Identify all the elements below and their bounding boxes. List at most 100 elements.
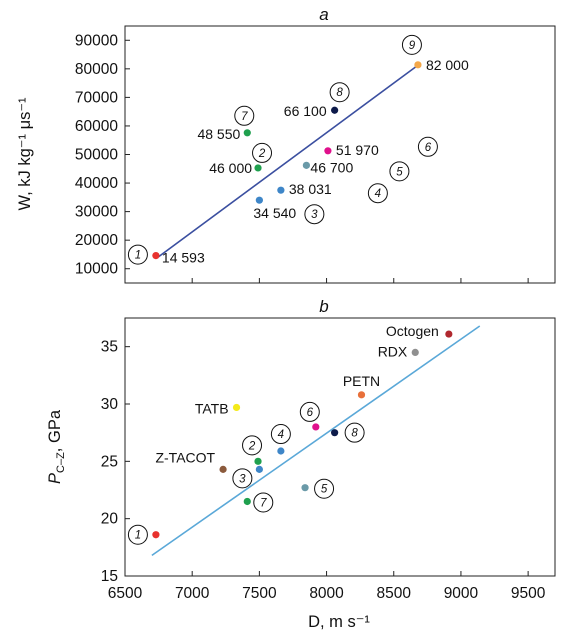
panel-a-point-number-ring (417, 136, 438, 157)
panel-b-point (312, 423, 320, 431)
panel-a-point (324, 147, 332, 155)
panel-b-point (255, 465, 263, 473)
panel-b-point-number: 5 (321, 484, 328, 496)
panel-b-point (331, 429, 339, 437)
panel-a-y-tick-label: 10000 (75, 261, 118, 278)
panel-b-point-number-ring (127, 524, 148, 545)
panel-a-point-number: 4 (375, 188, 381, 200)
panel-b-y-ticks: 15 20 25 30 35 (101, 339, 130, 585)
panel-b-fit-line-path (151, 325, 481, 557)
panel-a-point (243, 129, 251, 137)
panel-b-title: b (319, 297, 328, 316)
panel-a-point-number-ring (234, 105, 255, 126)
panel-b-x-axis-label: D, m s⁻¹ (308, 613, 370, 631)
panel-a-point-number: 9 (409, 40, 416, 52)
panel-a-y-tick-label: 20000 (75, 232, 118, 249)
panel-b-point-number-ring (232, 468, 253, 489)
panel-b-point-number-ring (314, 478, 335, 499)
panel-a-point (255, 196, 263, 204)
panel-a-title: a (319, 5, 328, 24)
panel-a-y-tick-label: 60000 (75, 118, 118, 135)
panel-b-named-point-label: Octogen (386, 323, 439, 339)
panel-b-named-point-label: PETN (343, 373, 380, 389)
panel-a-y-tick-label: 50000 (75, 147, 118, 164)
panel-a-point-number: 5 (396, 166, 403, 178)
panel-b-point-number: 8 (351, 428, 358, 440)
panel-b-point (254, 457, 262, 465)
panel-b-x-tick-label: 9000 (444, 585, 479, 602)
panel-b-point-number: 6 (307, 407, 314, 419)
panel-a-point-label: 46 000 (209, 160, 252, 176)
panel-a-point-number-ring (329, 82, 350, 103)
panel-b-point-number: 7 (260, 497, 267, 509)
panel-b-points: 1 2 3 4 5 6 7 8 TATB Z-TACOT PETN RDX Octogen (127, 323, 453, 545)
panel-a-point-number: 7 (241, 111, 248, 123)
panel-a-y-tick-label: 90000 (75, 32, 118, 49)
panel-a-point-label: 66 100 (284, 103, 327, 119)
panel-b-y-tick-label: 15 (101, 568, 118, 585)
panel-b-x-tick-label: 8000 (309, 585, 344, 602)
panel-a-point-number-ring (127, 244, 148, 265)
panel-b-y-axis-label-main: P (46, 473, 64, 484)
panel-a-x-ticks (124, 278, 529, 283)
panel-b-y-axis-label-sub: C–Z (55, 452, 67, 473)
panel-a-point-number-ring (401, 34, 422, 55)
panel-a-point (414, 61, 422, 69)
panel-b-named-point (445, 330, 453, 338)
panel-a-point (302, 161, 311, 169)
panel-a-point-label: 14 593 (162, 250, 205, 266)
panel-a-point-label: 82 000 (426, 57, 469, 73)
panel-a: a 10000 20000 30000 40000 50000 60000 70000 800… (16, 5, 556, 284)
panel-b-point-number: 1 (135, 530, 141, 542)
panel-b-y-tick-label: 35 (101, 339, 118, 356)
panel-a-point-label: 48 550 (197, 126, 240, 142)
panel-b-point (301, 484, 309, 492)
panel-a-y-ticks: 10000 20000 30000 40000 50000 60000 70000 80000… (75, 32, 130, 278)
panel-b-named-point (411, 348, 419, 356)
panel-b-named-point-label: TATB (195, 400, 229, 416)
panel-a-y-tick-label: 40000 (75, 175, 118, 192)
panel-a-y-axis-label: W, kJ kg⁻¹ μs⁻¹ (16, 97, 34, 211)
panel-b-x-tick-label: 8500 (377, 585, 412, 602)
panel-b-point-number: 3 (239, 473, 246, 485)
panel-a-point-label: 34 540 (253, 205, 296, 221)
panel-a-fit-line (158, 63, 420, 258)
panel-a-point-number: 8 (336, 87, 343, 99)
panel-b-point-number: 2 (248, 440, 256, 452)
panel-a-fit-line-path (158, 63, 420, 258)
panel-b-named-point (219, 465, 227, 473)
panel-b-y-tick-label: 20 (101, 511, 119, 528)
panel-a-point-number: 1 (135, 250, 141, 262)
panel-a-point-label: 38 031 (289, 181, 332, 197)
panel-b-fit-line (151, 325, 481, 557)
panel-b-point (277, 447, 285, 455)
panel-b-x-tick-label: 7500 (242, 585, 277, 602)
panel-a-point-label: 46 700 (310, 159, 353, 175)
panel-b-x-tick-label: 6500 (108, 585, 143, 602)
panel-b-x-ticks: 6500 7000 7500 8000 8500 9000 9500 (108, 571, 546, 602)
panel-b-y-axis-label-unit: , GPa (46, 409, 64, 452)
panel-b-y-tick-label: 25 (101, 453, 118, 470)
panel-b-point-number: 4 (278, 429, 284, 441)
panel-b-y-axis-label: PC–Z, GPa (46, 409, 67, 484)
panel-b-point-number-ring (253, 492, 274, 513)
panel-a-point-number-ring (389, 161, 410, 182)
panel-a-point-number: 2 (258, 148, 266, 160)
panel-b-named-point (232, 403, 241, 412)
panel-a-y-tick-label: 70000 (75, 89, 118, 106)
panel-a-point-number-ring (367, 183, 388, 204)
panel-a-point (331, 106, 339, 114)
panel-b-point-number-ring (270, 424, 291, 445)
panel-b-x-tick-label: 9500 (511, 585, 546, 602)
panel-a-point-number-ring (304, 204, 325, 225)
panel-a-point (152, 252, 160, 260)
panel-b-point-number-ring (299, 401, 320, 422)
panel-a-point (277, 186, 285, 194)
panel-b-point-number-ring (242, 435, 263, 456)
panel-b-named-point-label: Z-TACOT (155, 449, 215, 465)
panel-a-point-number: 3 (311, 209, 318, 221)
panel-b-point (152, 531, 160, 539)
panel-a-y-tick-label: 80000 (75, 61, 118, 78)
